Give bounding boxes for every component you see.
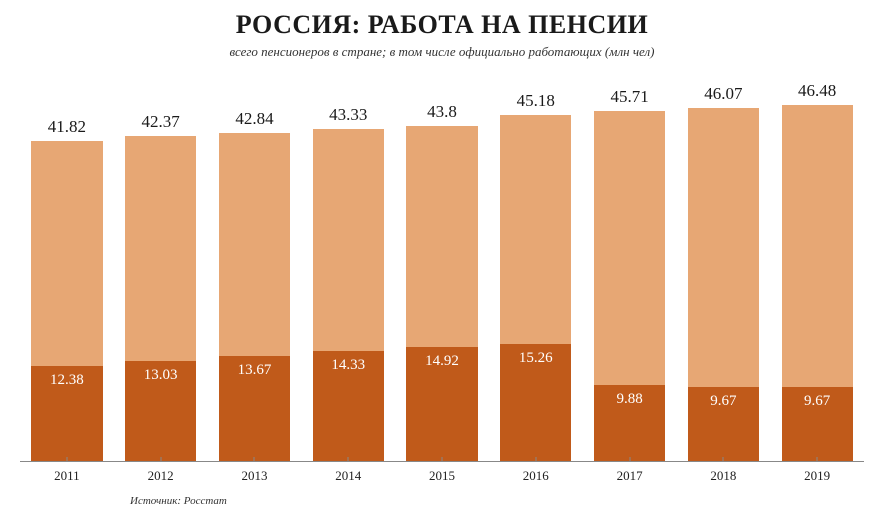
bar-working-label: 9.67 — [782, 393, 853, 410]
x-axis: 201120122013201420152016201720182019 — [20, 461, 864, 485]
x-axis-year: 2017 — [583, 462, 677, 485]
bar-working-label: 14.33 — [313, 357, 384, 374]
bar-total-label: 46.48 — [798, 81, 836, 101]
bar-working-label: 12.38 — [31, 372, 102, 389]
bar-nonworking-segment — [31, 141, 102, 367]
x-axis-year: 2013 — [208, 462, 302, 485]
bar-nonworking-segment — [500, 115, 571, 344]
bar-stack: 15.26 — [500, 115, 571, 461]
bar-stack: 14.92 — [406, 126, 477, 462]
bar-nonworking-segment — [782, 105, 853, 387]
chart-source: Источник: Росстат — [130, 495, 227, 507]
bar-working-segment: 9.67 — [688, 387, 759, 461]
bar-stack: 12.38 — [31, 141, 102, 461]
bar-total-label: 42.37 — [142, 112, 180, 132]
bar-working-label: 15.26 — [500, 350, 571, 367]
bar-group: 45.71 9.88 — [583, 78, 677, 461]
bar-stack: 9.88 — [594, 111, 665, 461]
x-axis-year: 2016 — [489, 462, 583, 485]
bar-total-label: 42.84 — [235, 109, 273, 129]
bar-nonworking-segment — [406, 126, 477, 347]
chart-title: РОССИЯ: РАБОТА НА ПЕНСИИ — [0, 10, 884, 40]
bar-working-label: 14.92 — [406, 353, 477, 370]
bar-stack: 14.33 — [313, 129, 384, 461]
bar-working-label: 13.67 — [219, 362, 290, 379]
bar-working-label: 9.88 — [594, 391, 665, 408]
bar-working-segment: 14.92 — [406, 347, 477, 461]
chart-subtitle: всего пенсионеров в стране; в том числе … — [0, 44, 884, 60]
bar-nonworking-segment — [313, 129, 384, 351]
bar-working-segment: 15.26 — [500, 344, 571, 461]
x-axis-year: 2015 — [395, 462, 489, 485]
bar-group: 43.33 14.33 — [301, 78, 395, 461]
bar-working-label: 9.67 — [688, 393, 759, 410]
bar-working-segment: 13.67 — [219, 356, 290, 461]
bar-group: 46.48 9.67 — [770, 78, 864, 461]
bar-working-segment: 13.03 — [125, 361, 196, 461]
bar-nonworking-segment — [125, 136, 196, 361]
x-axis-year: 2018 — [676, 462, 770, 485]
chart-plot-area: 41.82 12.38 42.37 13.03 42.84 13.67 43.33 14.33… — [20, 78, 864, 461]
bar-group: 41.82 12.38 — [20, 78, 114, 461]
chart-header: РОССИЯ: РАБОТА НА ПЕНСИИ всего пенсионер… — [0, 0, 884, 60]
bar-total-label: 43.8 — [427, 102, 457, 122]
bar-group: 45.18 15.26 — [489, 78, 583, 461]
bar-stack: 9.67 — [782, 105, 853, 461]
bar-group: 42.37 13.03 — [114, 78, 208, 461]
bar-working-segment: 9.88 — [594, 385, 665, 461]
bar-total-label: 45.71 — [610, 87, 648, 107]
x-axis-year: 2014 — [301, 462, 395, 485]
bar-nonworking-segment — [219, 133, 290, 356]
bar-stack: 13.03 — [125, 136, 196, 461]
bar-nonworking-segment — [688, 108, 759, 387]
bar-working-segment: 9.67 — [782, 387, 853, 461]
bar-working-label: 13.03 — [125, 367, 196, 384]
bar-stack: 13.67 — [219, 133, 290, 461]
x-axis-year: 2019 — [770, 462, 864, 485]
bar-total-label: 43.33 — [329, 105, 367, 125]
bar-total-label: 46.07 — [704, 84, 742, 104]
bar-working-segment: 14.33 — [313, 351, 384, 461]
x-axis-year: 2012 — [114, 462, 208, 485]
bar-total-label: 41.82 — [48, 117, 86, 137]
bar-working-segment: 12.38 — [31, 366, 102, 461]
bar-stack: 9.67 — [688, 108, 759, 461]
x-axis-year: 2011 — [20, 462, 114, 485]
bar-group: 46.07 9.67 — [676, 78, 770, 461]
bar-group: 42.84 13.67 — [208, 78, 302, 461]
bar-group: 43.8 14.92 — [395, 78, 489, 461]
bar-nonworking-segment — [594, 111, 665, 385]
bar-total-label: 45.18 — [517, 91, 555, 111]
